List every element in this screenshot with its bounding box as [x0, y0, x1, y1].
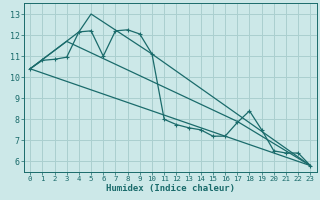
- X-axis label: Humidex (Indice chaleur): Humidex (Indice chaleur): [106, 184, 235, 193]
